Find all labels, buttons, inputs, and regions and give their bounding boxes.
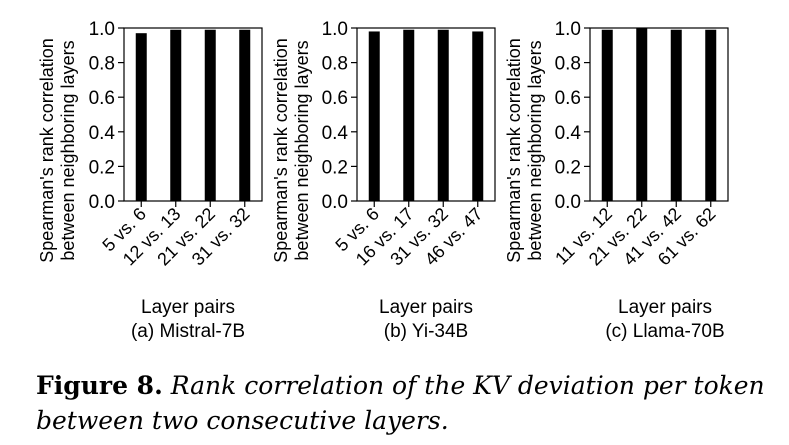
chart-panel-1: 0.0 0.2 0.4 0.6 0.8 1.0 Spearman's rank correl… <box>37 19 263 342</box>
bar <box>403 29 415 202</box>
bar <box>135 33 147 201</box>
figure-caption: Figure 8. Rank correlation of the KV dev… <box>36 368 776 438</box>
bar <box>705 29 717 202</box>
y-tick-label: 0.0 <box>555 192 581 213</box>
bar <box>239 29 251 202</box>
plot-frame <box>123 27 263 202</box>
y-tick-label: 1.0 <box>89 19 115 40</box>
x-axis-label: Layer pairs <box>379 297 473 318</box>
y-tick-label: 0.8 <box>555 54 581 75</box>
bar <box>472 31 484 202</box>
panel-subtitle: (c) Llama-70B <box>605 321 724 342</box>
bar <box>437 29 449 202</box>
y-axis-label: Spearman's rank correlation <box>504 38 524 263</box>
caption-label: Figure 8. <box>36 371 163 400</box>
plot-frame <box>589 27 729 202</box>
y-axis-label: Spearman's rank correlation <box>271 38 291 263</box>
y-tick-label: 0.2 <box>555 157 581 178</box>
bar <box>204 29 216 202</box>
y-tick-label: 0.4 <box>555 123 582 144</box>
x-axis-label: Layer pairs <box>618 297 712 318</box>
bar <box>601 29 613 202</box>
y-tick-label: 0.2 <box>322 157 348 178</box>
bar <box>368 31 380 202</box>
y-tick-label: 1.0 <box>322 19 348 40</box>
plot-frame <box>356 27 496 202</box>
y-tick-label: 0.8 <box>322 54 348 75</box>
panel-subtitle: (a) Mistral-7B <box>131 321 245 342</box>
y-axis-label: between neighboring layers <box>58 40 78 260</box>
y-tick-label: 0.6 <box>89 88 115 109</box>
y-tick-label: 0.6 <box>322 88 348 109</box>
bar <box>670 29 682 202</box>
x-axis-label: Layer pairs <box>141 297 235 318</box>
chart-panel-3: 0.0 0.2 0.4 0.6 0.8 1.0 Spearman's rank correl… <box>504 19 729 342</box>
chart-panel-2: 0.0 0.2 0.4 0.6 0.8 1.0 Spearman's rank correl… <box>271 19 496 342</box>
y-axis-label: between neighboring layers <box>525 40 545 260</box>
y-axis-label: Spearman's rank correlation <box>37 38 57 263</box>
bar <box>170 29 182 202</box>
y-tick-label: 0.6 <box>555 88 581 109</box>
y-tick-label: 0.0 <box>89 192 115 213</box>
y-axis-label: between neighboring layers <box>292 40 312 260</box>
bar <box>636 28 648 201</box>
y-tick-label: 1.0 <box>555 19 581 40</box>
y-tick-label: 0.4 <box>89 123 116 144</box>
y-tick-label: 0.2 <box>89 157 115 178</box>
caption-text: Rank correlation of the KV deviation per… <box>36 371 765 435</box>
y-tick-label: 0.4 <box>322 123 349 144</box>
y-tick-label: 0.8 <box>89 54 115 75</box>
y-tick-label: 0.0 <box>322 192 348 213</box>
panel-subtitle: (b) Yi-34B <box>384 321 468 342</box>
